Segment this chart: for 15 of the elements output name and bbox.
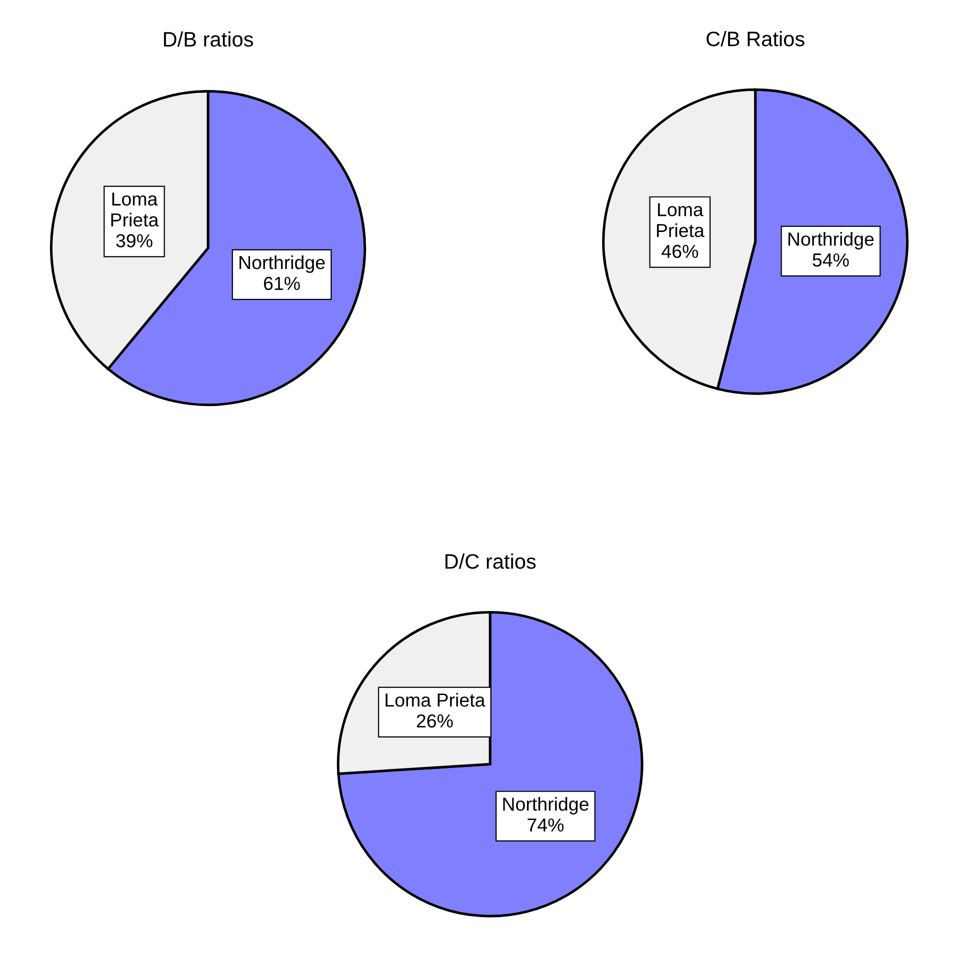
data-label: 61% — [264, 276, 300, 290]
slice-label: Loma Prieta — [656, 203, 704, 238]
slice-label: Loma Prieta — [386, 692, 486, 707]
slice-label: Loma Prieta — [111, 192, 159, 227]
slice-label: Northridge — [503, 797, 588, 814]
data-label: 74% — [528, 818, 564, 832]
chart-title: D/C ratios — [446, 554, 536, 569]
data-label: 54% — [812, 253, 849, 267]
slice-label: Northridge — [788, 232, 874, 250]
slice-label: Northridge — [240, 255, 325, 273]
chart-title: C/B Ratios — [706, 31, 804, 46]
chart-title: D/B ratios — [164, 31, 254, 47]
data-label: 26% — [416, 714, 453, 728]
data-label: 39% — [116, 234, 152, 248]
data-label: 46% — [662, 244, 698, 258]
